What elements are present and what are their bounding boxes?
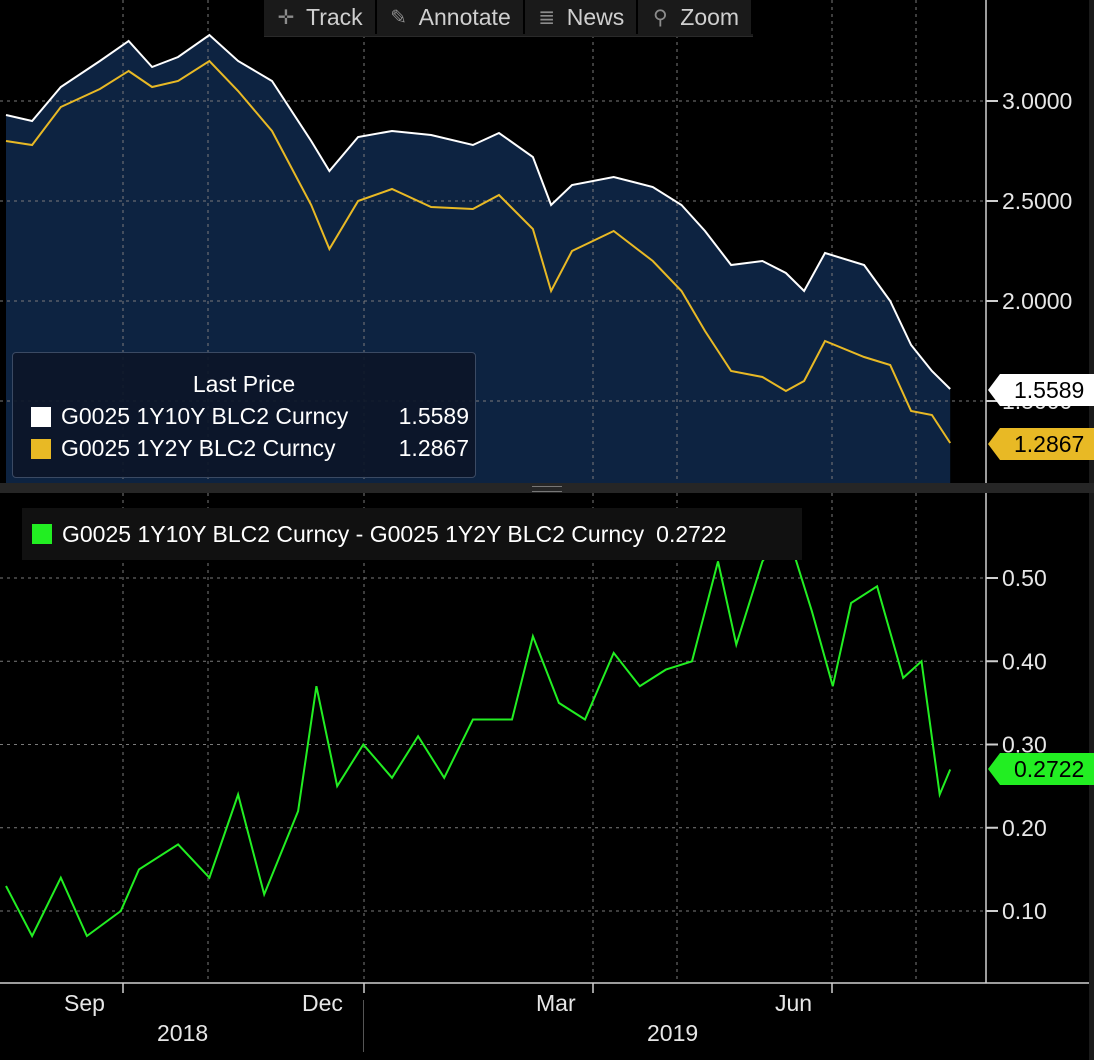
legend-value-1y2y: 1.2867 <box>398 435 469 461</box>
chart-toolbar: ✛ Track ✎ Annotate ≣ News ⚲ Zoom <box>264 0 754 37</box>
x-year-label-2018: 2018 <box>157 1020 209 1046</box>
crosshair-icon: ✛ <box>277 6 295 29</box>
bottom-ytick-label-1: 0.40 <box>1002 648 1047 674</box>
legend-row-1y2y[interactable]: G0025 1Y2Y BLC2 Curncy 1.2867 <box>31 435 469 462</box>
legend-value-1y10y: 1.5589 <box>398 403 469 429</box>
legend-swatch-gold <box>31 438 51 459</box>
bottom-legend[interactable]: G0025 1Y10Y BLC2 Curncy - G0025 1Y2Y BLC… <box>22 508 802 560</box>
x-tick-label-mar: Mar <box>536 990 576 1016</box>
top-legend[interactable]: Last Price G0025 1Y10Y BLC2 Curncy 1.558… <box>12 352 476 478</box>
last-value-tag-1y2y: 1.2867 <box>988 428 1094 460</box>
x-year-label-2019: 2019 <box>647 1020 699 1046</box>
last-value-tag-1y10y: 1.5589 <box>988 374 1094 406</box>
legend-swatch-green <box>32 524 52 544</box>
annotate-button[interactable]: ✎ Annotate <box>377 0 525 34</box>
magnifier-icon: ⚲ <box>652 6 668 29</box>
x-tick-label-sep: Sep <box>64 990 105 1016</box>
top-ytick-label-2: 2.0000 <box>1002 288 1072 314</box>
zoom-label: Zoom <box>680 3 740 30</box>
track-label: Track <box>306 3 363 30</box>
x-tick-label-dec: Dec <box>302 990 343 1016</box>
news-icon: ≣ <box>538 6 556 29</box>
legend-row-1y10y[interactable]: G0025 1Y10Y BLC2 Curncy 1.5589 <box>31 403 469 430</box>
legend-swatch-white <box>31 406 51 427</box>
last-value-tag-spread: 0.2722 <box>988 753 1094 785</box>
top-ytick-label-0: 3.0000 <box>1002 88 1072 114</box>
bottom-ytick-label-3: 0.20 <box>1002 815 1047 841</box>
annotate-label: Annotate <box>418 3 511 30</box>
zoom-button[interactable]: ⚲ Zoom <box>638 0 754 34</box>
legend-name-spread: G0025 1Y10Y BLC2 Curncy - G0025 1Y2Y BLC… <box>62 520 645 547</box>
x-axis: Sep Dec Mar Jun 2018 2019 <box>0 982 986 1060</box>
pencil-icon: ✎ <box>390 6 408 29</box>
legend-name-1y10y: G0025 1Y10Y BLC2 Curncy <box>61 403 349 429</box>
news-button[interactable]: ≣ News <box>525 0 639 34</box>
year-divider <box>363 1000 364 1052</box>
splitter-grip-icon[interactable] <box>532 486 562 492</box>
track-button[interactable]: ✛ Track <box>264 0 377 34</box>
panel-splitter[interactable] <box>0 483 1094 493</box>
bottom-ytick-label-0: 0.50 <box>1002 565 1047 591</box>
top-ytick-label-1: 2.5000 <box>1002 188 1072 214</box>
x-tick-label-jun: Jun <box>775 990 813 1016</box>
legend-value-spread: 0.2722 <box>656 520 727 547</box>
series-line-1y2y <box>5 59 952 444</box>
right-scrollbar <box>1089 0 1094 1060</box>
series-line-1y10y <box>5 33 951 390</box>
bottom-ytick-label-4: 0.10 <box>1002 898 1047 924</box>
series-line-spread <box>5 525 952 939</box>
legend-name-1y2y: G0025 1Y2Y BLC2 Curncy <box>61 435 336 461</box>
legend-title: Last Price <box>192 371 296 397</box>
news-label: News <box>566 3 625 30</box>
